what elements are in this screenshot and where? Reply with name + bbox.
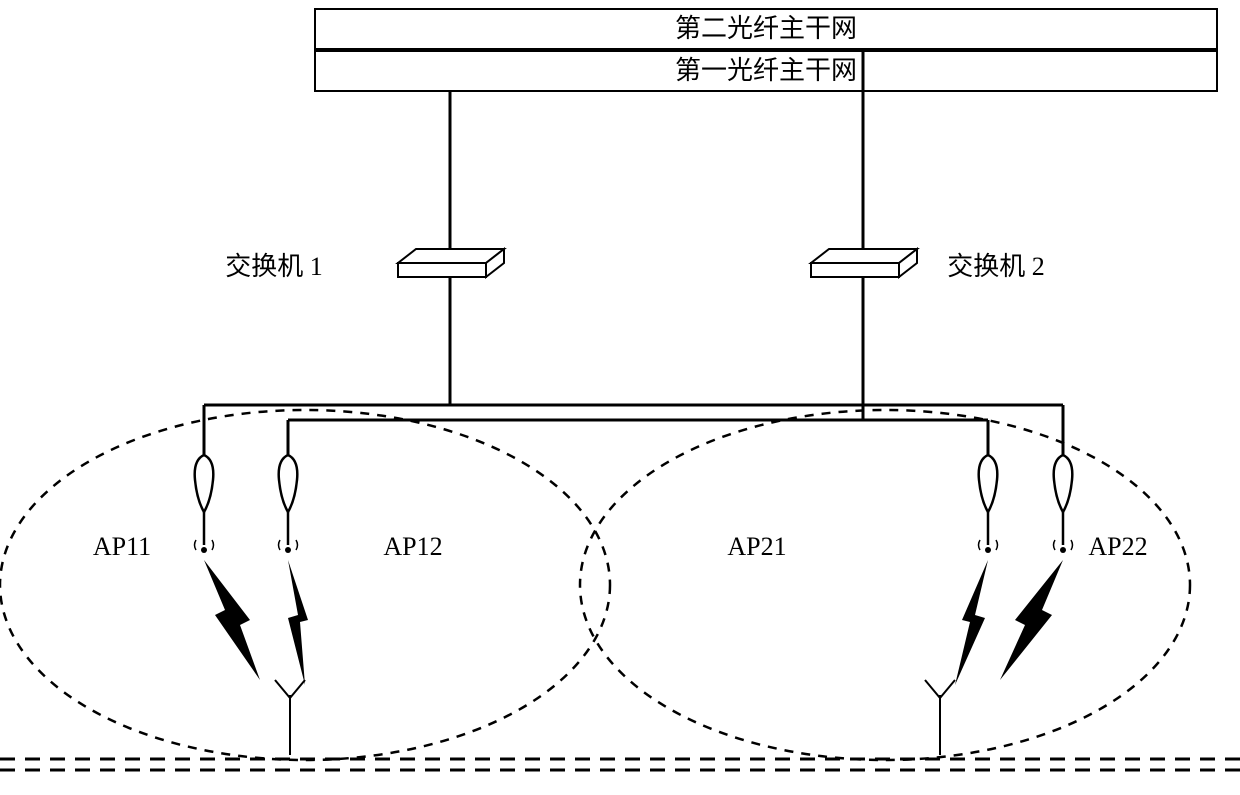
diagram-canvas: 第二光纤主干网 第一光纤主干网 交换机 1 交换机 2 (0, 0, 1240, 795)
bolt-ap22 (1000, 560, 1063, 680)
bolt-ap21 (955, 560, 988, 685)
ap21-device (979, 455, 998, 553)
ap21-label: AP21 (727, 532, 786, 561)
ap22-label: AP22 (1088, 532, 1147, 561)
switch-2-label: 交换机 2 (947, 252, 1045, 281)
coverage-zone-2 (580, 410, 1190, 760)
antenna-1 (275, 680, 305, 755)
diagram-svg: 第二光纤主干网 第一光纤主干网 交换机 1 交换机 2 (0, 0, 1240, 795)
ap22-device (1054, 455, 1073, 553)
backbone-1-label: 第一光纤主干网 (675, 56, 857, 85)
coverage-zone-1 (0, 410, 610, 760)
ap12-label: AP12 (383, 532, 442, 561)
ap12-device (279, 455, 298, 553)
backbone-network-2: 第二光纤主干网 (315, 9, 1217, 49)
bolt-ap12 (288, 560, 308, 685)
switch-1-label: 交换机 1 (225, 252, 323, 281)
backbone-2-label: 第二光纤主干网 (675, 14, 857, 43)
bolt-ap11 (204, 560, 260, 680)
switch-1-icon (398, 249, 504, 277)
switch-2-icon (811, 249, 917, 277)
antenna-2 (925, 680, 955, 755)
backbone-network-1: 第一光纤主干网 (315, 51, 1217, 91)
ap11-label: AP11 (93, 532, 151, 561)
ap11-device (195, 455, 214, 553)
